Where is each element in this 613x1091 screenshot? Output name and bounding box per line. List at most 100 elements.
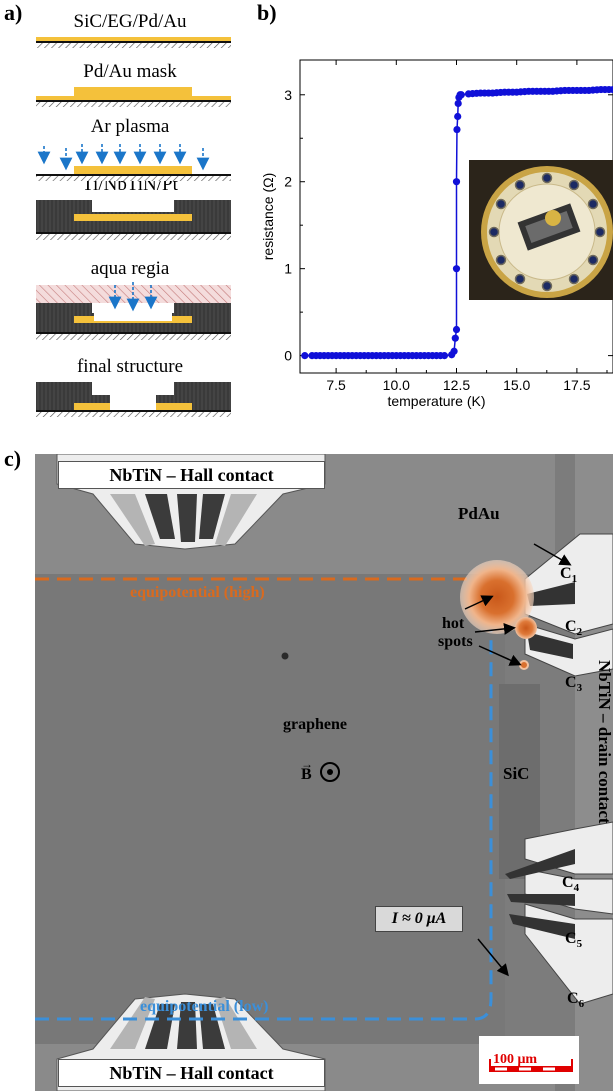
resistance-chart: 0 1 2 3 7.5 10.0 12.5 15.0 17.5 temperature (K) re…: [260, 59, 613, 409]
data-point: [472, 89, 481, 97]
drain-contact-label: NbTiN – drain contact: [595, 660, 613, 824]
data-point: [376, 352, 384, 360]
data-point: [400, 352, 408, 360]
panel-b-label: b): [257, 0, 277, 25]
data-point: [451, 334, 459, 342]
pdau-label: PdAu: [458, 504, 500, 523]
fabrication-steps-diagram: [36, 37, 231, 417]
scale-bar-label: 100 μm: [493, 1052, 538, 1067]
x-tick-label: 15.0: [503, 377, 530, 393]
y-tick-label: 2: [284, 174, 292, 190]
contact-c6: C6: [567, 990, 584, 1010]
contact-c3-sub: 3: [576, 682, 583, 695]
equipotential-low-line: [35, 629, 493, 1021]
data-point: [364, 352, 372, 360]
graphene-label: graphene: [283, 716, 347, 733]
data-point: [424, 352, 433, 360]
data-point: [436, 352, 445, 360]
hot-spot-large: [460, 560, 534, 634]
data-point: [301, 352, 309, 360]
data-point: [452, 325, 461, 334]
data-point: [533, 87, 541, 95]
panel-c-label: c): [4, 446, 22, 471]
hall-contact-top-label: NbTiN – Hall contact: [58, 461, 325, 489]
step-5-stack: [36, 282, 231, 340]
contact-c3: C3: [565, 674, 582, 694]
contact-c3-letter: C: [565, 674, 577, 691]
equipotential-high-label: equipotential (high): [130, 584, 265, 601]
x-tick-label: 17.5: [563, 377, 590, 393]
y-tick-label: 3: [284, 87, 292, 103]
contact-c4-sub: 4: [573, 882, 580, 895]
step-2-stack: [36, 87, 231, 107]
data-point: [521, 87, 529, 96]
data-point: [454, 112, 462, 121]
contact-c4: C4: [562, 874, 579, 894]
data-point: [569, 86, 577, 95]
contact-c5-letter: C: [565, 930, 577, 947]
data-point: [340, 352, 348, 360]
contact-c1-sub: 1: [571, 573, 578, 586]
x-tick-label: 12.5: [443, 377, 470, 393]
step-label-1: SiC/EG/Pd/Au: [73, 11, 187, 32]
data-point: [388, 352, 396, 360]
data-point: [581, 86, 589, 95]
data-point: [605, 85, 613, 94]
data-point: [545, 87, 553, 95]
hot-spots-label-line1: hot: [442, 615, 465, 632]
data-point: [352, 352, 360, 360]
scale-bar: [489, 1059, 573, 1072]
hot-spot-small: [519, 660, 529, 670]
current-label: I ≈ 0 μA: [375, 906, 463, 932]
contact-c1: C1: [560, 565, 577, 585]
data-point: [450, 347, 458, 355]
x-axis-label: temperature (K): [387, 393, 485, 409]
panel-a-label: a): [4, 0, 23, 25]
data-point: [328, 352, 336, 360]
contact-c2-sub: 2: [576, 626, 583, 639]
data-point: [412, 352, 420, 360]
y-axis-label: resistance (Ω): [260, 173, 276, 261]
data-point: [485, 89, 493, 97]
data-point: [453, 125, 461, 134]
contact-c5-sub: 5: [576, 938, 583, 951]
contact-c2: C2: [565, 618, 582, 638]
data-point: [454, 99, 462, 108]
hot-spot-medium: [515, 617, 537, 639]
x-tick-label: 7.5: [326, 377, 346, 393]
contact-c6-letter: C: [567, 990, 579, 1007]
data-point: [316, 352, 324, 360]
data-point: [557, 87, 565, 95]
step-label-2: Pd/Au mask: [83, 61, 177, 82]
y-tick-label: 0: [284, 348, 292, 364]
step-label-5: aqua regia: [90, 258, 170, 279]
data-point: [509, 88, 517, 96]
sem-drawing: [35, 454, 613, 1091]
step-6-stack: [36, 382, 231, 417]
sample-holder-photo: [469, 160, 613, 300]
step-1-stack: [36, 37, 231, 48]
x-tick-label: 10.0: [383, 377, 410, 393]
data-point: [457, 91, 465, 99]
hall-contact-bottom-label: NbTiN – Hall contact: [58, 1059, 325, 1087]
step-4-stack: [36, 200, 231, 240]
b-field-out-of-plane-icon: [319, 762, 340, 782]
y-tick-label: 1: [284, 261, 292, 277]
data-point: [497, 88, 505, 97]
b-field-letter: B: [301, 766, 312, 783]
contact-c4-letter: C: [562, 874, 574, 891]
step-label-3: Ar plasma: [90, 116, 170, 137]
equipotential-low-label: equipotential (low): [140, 998, 269, 1015]
step-label-6: final structure: [76, 356, 184, 377]
drain-contact-label-wrap: NbTiN – drain contact: [595, 660, 613, 900]
contact-c6-sub: 6: [578, 998, 585, 1011]
data-point: [452, 265, 461, 273]
contact-c2-letter: C: [565, 618, 577, 635]
data-point: [593, 86, 601, 94]
sample-holder-image: [481, 166, 613, 298]
b-field-label: → B: [301, 757, 340, 784]
data-point: [452, 178, 461, 186]
sem-image: [35, 454, 613, 1091]
contact-c5: C5: [565, 930, 582, 950]
hot-spots-label-line2: spots: [438, 633, 473, 650]
